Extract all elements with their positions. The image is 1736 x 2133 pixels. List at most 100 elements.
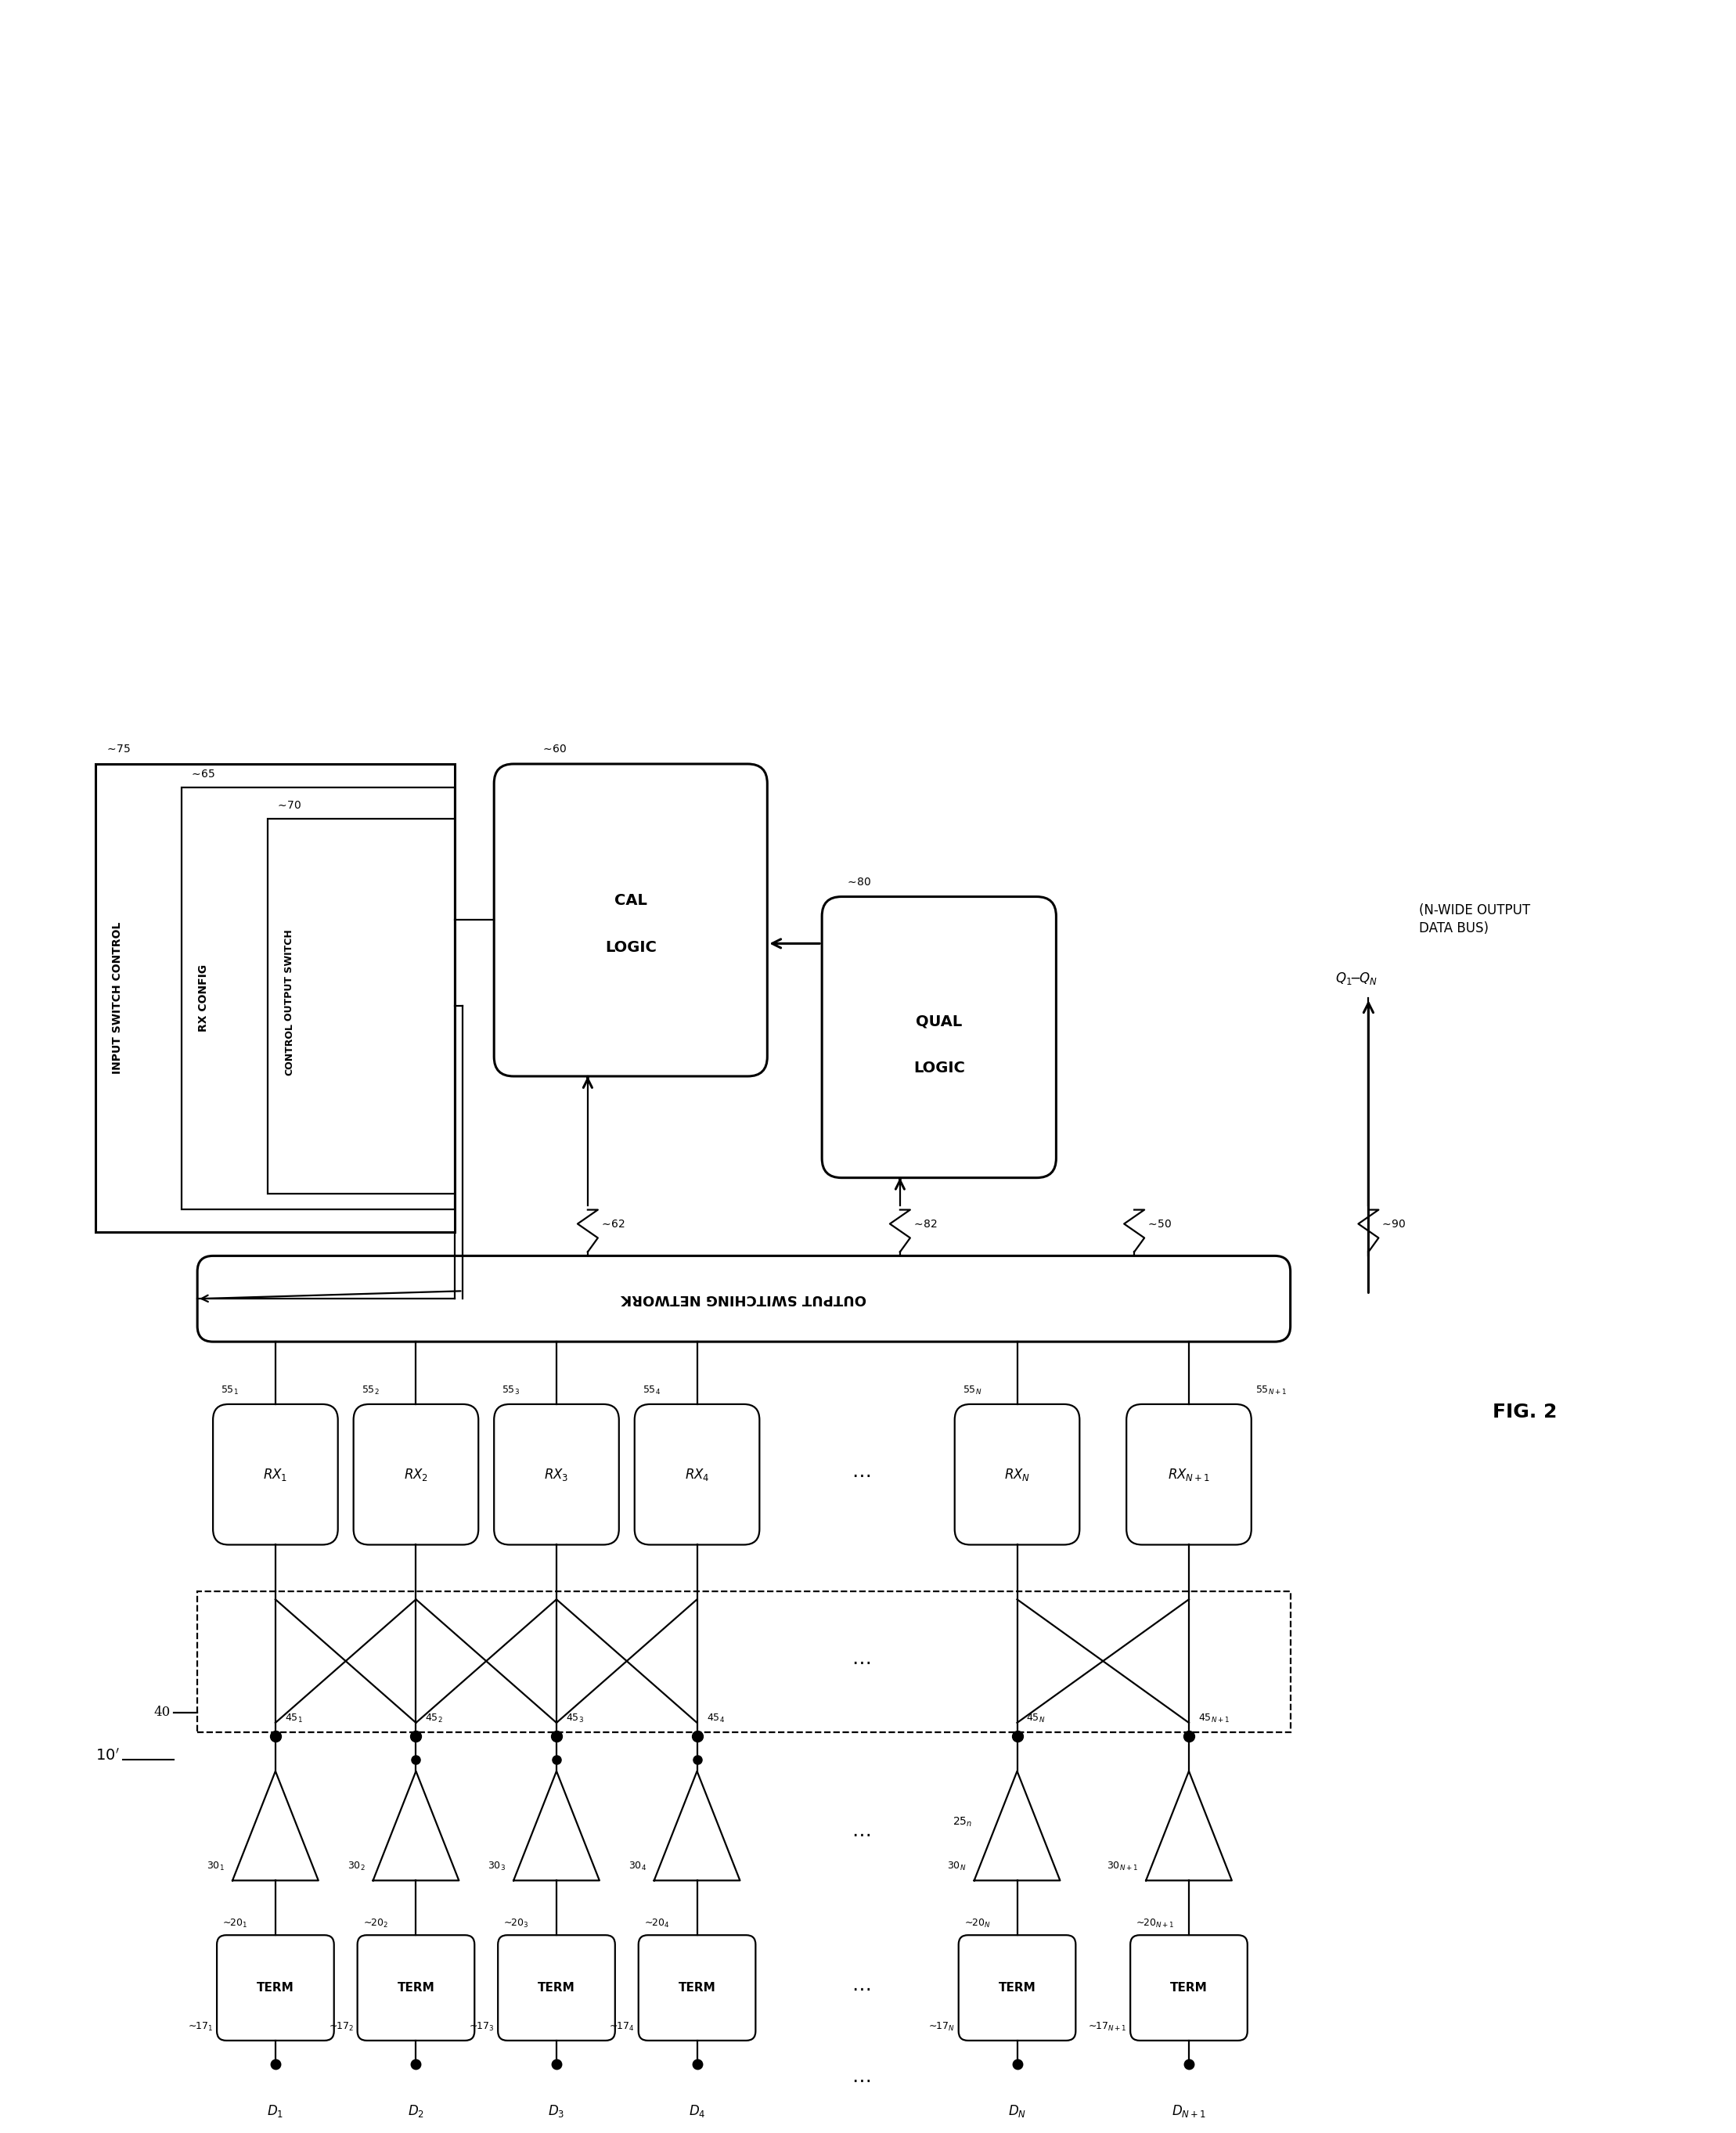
Text: $D_N$: $D_N$: [1009, 2103, 1026, 2118]
Text: CONTROL: CONTROL: [285, 1022, 295, 1075]
Text: $\sim\!\!17_3$: $\sim\!\!17_3$: [467, 2020, 495, 2033]
Text: $\sim\!\!20_4$: $\sim\!\!20_4$: [642, 1918, 668, 1930]
Text: $\sim\!\!20_N$: $\sim\!\!20_N$: [962, 1918, 990, 1930]
Text: OUTPUT SWITCHING NETWORK: OUTPUT SWITCHING NETWORK: [621, 1293, 866, 1305]
Text: OUTPUT SWITCH: OUTPUT SWITCH: [285, 930, 295, 1020]
Text: $\sim\!75$: $\sim\!75$: [106, 744, 132, 755]
FancyBboxPatch shape: [354, 1404, 479, 1544]
Text: $RX_1$: $RX_1$: [264, 1468, 288, 1482]
Text: $Q_1\!\!-\!\!Q_N$: $Q_1\!\!-\!\!Q_N$: [1335, 971, 1378, 985]
Polygon shape: [974, 1770, 1061, 1881]
Text: $55_2$: $55_2$: [361, 1384, 378, 1397]
Bar: [95, 764, 455, 1233]
Text: $D_{N+1}$: $D_{N+1}$: [1172, 2103, 1207, 2118]
Text: $\cdots$: $\cdots$: [852, 1465, 870, 1485]
Text: 40: 40: [153, 1706, 170, 1719]
Text: $\sim\!\!20_2$: $\sim\!\!20_2$: [361, 1918, 387, 1930]
Text: RX CONFIG: RX CONFIG: [198, 964, 208, 1032]
Text: $55_N$: $55_N$: [962, 1384, 981, 1397]
Bar: [182, 787, 455, 1209]
Text: $D_4$: $D_4$: [689, 2103, 705, 2118]
FancyBboxPatch shape: [635, 1404, 759, 1544]
Text: $RX_3$: $RX_3$: [543, 1468, 569, 1482]
Text: $30_2$: $30_2$: [347, 1860, 365, 1873]
Polygon shape: [233, 1770, 318, 1881]
Text: $\sim\!90$: $\sim\!90$: [1380, 1220, 1406, 1231]
Text: $30_{N+1}$: $30_{N+1}$: [1108, 1860, 1139, 1873]
Text: $30_1$: $30_1$: [207, 1860, 224, 1873]
FancyBboxPatch shape: [198, 1256, 1290, 1342]
Text: $RX_{N+1}$: $RX_{N+1}$: [1168, 1468, 1210, 1482]
FancyBboxPatch shape: [958, 1935, 1076, 2041]
Text: $\sim\!82$: $\sim\!82$: [911, 1220, 937, 1231]
Text: $45_1$: $45_1$: [285, 1713, 302, 1723]
Text: TERM: TERM: [679, 1982, 715, 1994]
Text: $45_{N+1}$: $45_{N+1}$: [1198, 1713, 1229, 1723]
Text: TERM: TERM: [998, 1982, 1036, 1994]
Text: $\sim\!\!20_1$: $\sim\!\!20_1$: [220, 1918, 248, 1930]
Text: $RX_N$: $RX_N$: [1003, 1468, 1029, 1482]
Polygon shape: [654, 1770, 740, 1881]
Text: $\sim\!\!17_2$: $\sim\!\!17_2$: [326, 2020, 354, 2033]
Text: $45_3$: $45_3$: [566, 1713, 583, 1723]
Text: $RX_4$: $RX_4$: [684, 1468, 710, 1482]
FancyBboxPatch shape: [498, 1935, 615, 2041]
FancyBboxPatch shape: [955, 1404, 1080, 1544]
Text: $55_3$: $55_3$: [502, 1384, 519, 1397]
Text: $\sim\!\!17_{N+1}$: $\sim\!\!17_{N+1}$: [1087, 2020, 1127, 2033]
FancyBboxPatch shape: [217, 1935, 333, 2041]
Text: $55_4$: $55_4$: [642, 1384, 660, 1397]
Text: $\sim\!62$: $\sim\!62$: [599, 1220, 625, 1231]
FancyBboxPatch shape: [1127, 1404, 1252, 1544]
FancyBboxPatch shape: [1130, 1935, 1248, 2041]
Text: QUAL: QUAL: [917, 1013, 962, 1028]
Text: $\sim\!\!17_N$: $\sim\!\!17_N$: [927, 2020, 955, 2033]
Text: $D_1$: $D_1$: [267, 2103, 283, 2118]
FancyBboxPatch shape: [358, 1935, 474, 2041]
Text: $30_4$: $30_4$: [628, 1860, 646, 1873]
Text: $\sim\!\!20_3$: $\sim\!\!20_3$: [502, 1918, 528, 1930]
Text: $25_n$: $25_n$: [953, 1815, 972, 1828]
Text: $\sim\!\!17_1$: $\sim\!\!17_1$: [186, 2020, 214, 2033]
Text: $\cdots$: $\cdots$: [852, 1653, 870, 1672]
Text: $55_1$: $55_1$: [220, 1384, 238, 1397]
Text: $55_{N+1}$: $55_{N+1}$: [1255, 1384, 1286, 1397]
FancyBboxPatch shape: [214, 1404, 339, 1544]
Text: $\sim\!65$: $\sim\!65$: [189, 768, 215, 779]
Text: $\sim\!80$: $\sim\!80$: [845, 877, 871, 887]
Text: (N-WIDE OUTPUT
DATA BUS): (N-WIDE OUTPUT DATA BUS): [1420, 902, 1531, 936]
Text: TERM: TERM: [257, 1982, 293, 1994]
Text: $\sim\!\!17_4$: $\sim\!\!17_4$: [608, 2020, 635, 2033]
Text: $\cdots$: $\cdots$: [852, 1824, 870, 1843]
Text: $\cdots$: $\cdots$: [852, 1979, 870, 1996]
Text: $\sim\!50$: $\sim\!50$: [1146, 1220, 1172, 1231]
Polygon shape: [373, 1770, 458, 1881]
Polygon shape: [514, 1770, 599, 1881]
Bar: [198, 1591, 1290, 1732]
Text: $RX_2$: $RX_2$: [404, 1468, 429, 1482]
Text: LOGIC: LOGIC: [604, 941, 656, 956]
Text: TERM: TERM: [538, 1982, 575, 1994]
Bar: [267, 819, 455, 1192]
Text: TERM: TERM: [1170, 1982, 1208, 1994]
Text: $\sim\!70$: $\sim\!70$: [276, 800, 302, 811]
Text: $\sim\!60$: $\sim\!60$: [542, 744, 568, 755]
Text: $45_4$: $45_4$: [707, 1713, 724, 1723]
FancyBboxPatch shape: [821, 896, 1055, 1177]
Text: TERM: TERM: [398, 1982, 434, 1994]
Text: $45_2$: $45_2$: [425, 1713, 443, 1723]
Polygon shape: [1146, 1770, 1233, 1881]
Text: $D_3$: $D_3$: [549, 2103, 564, 2118]
Text: FIG. 2: FIG. 2: [1493, 1404, 1557, 1421]
Text: $30_3$: $30_3$: [488, 1860, 505, 1873]
FancyBboxPatch shape: [639, 1935, 755, 2041]
Text: $\sim\!\!20_{N+1}$: $\sim\!\!20_{N+1}$: [1134, 1918, 1175, 1930]
FancyBboxPatch shape: [495, 764, 767, 1077]
Text: LOGIC: LOGIC: [913, 1060, 965, 1075]
Text: INPUT SWITCH CONTROL: INPUT SWITCH CONTROL: [113, 921, 123, 1075]
FancyBboxPatch shape: [495, 1404, 620, 1544]
Text: CAL: CAL: [615, 894, 648, 909]
Text: $\cdots$: $\cdots$: [852, 2071, 870, 2088]
Text: $30_N$: $30_N$: [948, 1860, 967, 1873]
Text: $10'$: $10'$: [95, 1747, 120, 1764]
